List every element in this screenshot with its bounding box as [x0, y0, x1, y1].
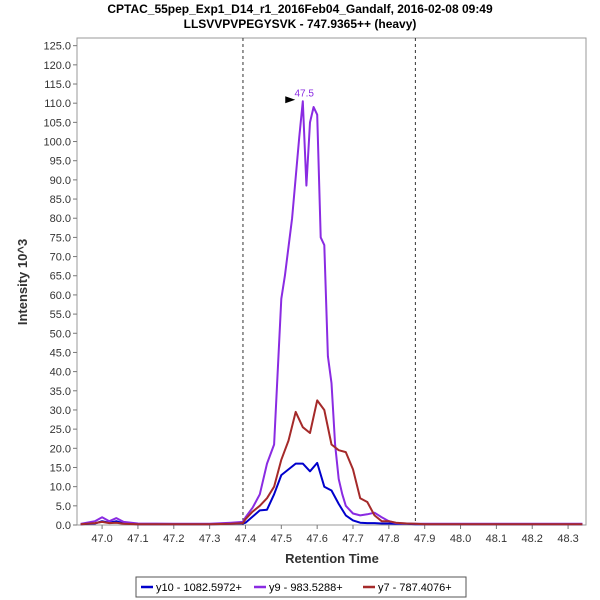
- y-tick-label: 90.0: [50, 175, 71, 187]
- x-tick-label: 48.2: [522, 533, 543, 545]
- x-tick-label: 48.3: [557, 533, 578, 545]
- chart-subtitle: LLSVVPVPEGYSVK - 747.9365++ (heavy): [184, 17, 417, 31]
- legend-entry-label: y9 - 983.5288+: [269, 582, 343, 594]
- peak-annotation: 47.5: [285, 88, 315, 104]
- y-axis-label: Intensity 10^3: [15, 239, 30, 325]
- y-tick-label: 50.0: [50, 328, 71, 340]
- y-tick-label: 110.0: [44, 98, 71, 110]
- y-tick-label: 60.0: [50, 290, 71, 302]
- y-tick-label: 120.0: [43, 60, 71, 72]
- x-tick-label: 47.2: [163, 533, 184, 545]
- peak-label: 47.5: [295, 88, 315, 99]
- x-tick-label: 47.0: [91, 533, 112, 545]
- y-tick-label: 80.0: [50, 213, 71, 225]
- y-tick-label: 105.0: [43, 117, 71, 129]
- x-tick-label: 48.1: [486, 533, 507, 545]
- y-tick-label: 95.0: [50, 156, 71, 168]
- x-tick-label: 47.8: [378, 533, 399, 545]
- x-tick-label: 47.3: [199, 533, 220, 545]
- y-tick-label: 85.0: [50, 194, 71, 206]
- legend: y10 - 1082.5972+ y9 - 983.5288+ y7 - 787.4…: [135, 576, 467, 598]
- x-axis: 47.0 47.1 47.2 47.3 47.4 47.5 47.6 47.7 47.8 47.9…: [91, 525, 579, 545]
- y-tick-label: 25.0: [50, 424, 71, 436]
- y-tick-label: 35.0: [50, 386, 71, 398]
- y-tick-label: 75.0: [50, 232, 71, 244]
- series-line-y7: [80, 399, 583, 526]
- y-tick-label: 115.0: [44, 79, 71, 91]
- plot-area: [76, 37, 587, 526]
- x-tick-label: 47.5: [271, 533, 292, 545]
- x-tick-label: 47.4: [235, 533, 256, 545]
- y-tick-label: 15.0: [50, 462, 71, 474]
- x-tick-label: 47.1: [127, 533, 148, 545]
- y-tick-label: 30.0: [50, 405, 71, 417]
- y-tick-label: 45.0: [50, 347, 71, 359]
- x-tick-label: 47.7: [342, 533, 363, 545]
- y-axis: 0.0 5.0 10.0 15.0 20.0 25.0 30.0 35.0 40.0 45.0 50…: [43, 41, 77, 532]
- series-group: [80, 100, 583, 526]
- x-tick-label: 47.6: [306, 533, 327, 545]
- x-axis-label: Retention Time: [285, 551, 379, 566]
- chart-title: CPTAC_55pep_Exp1_D14_r1_2016Feb04_Gandal…: [107, 2, 493, 16]
- legend-entry-label: y7 - 787.4076+: [378, 582, 452, 594]
- x-tick-label: 48.0: [450, 533, 471, 545]
- y-tick-label: 5.0: [56, 501, 71, 513]
- legend-entry-label: y10 - 1082.5972+: [156, 582, 242, 594]
- x-tick-label: 47.9: [414, 533, 435, 545]
- y-tick-label: 0.0: [56, 520, 71, 532]
- legend-box: [135, 576, 467, 598]
- peak-arrow-icon: [285, 96, 296, 104]
- y-tick-label: 125.0: [43, 41, 71, 53]
- y-tick-label: 100.0: [43, 137, 71, 149]
- y-tick-label: 55.0: [50, 309, 71, 321]
- y-tick-label: 10.0: [50, 482, 71, 494]
- y-tick-label: 65.0: [50, 271, 71, 283]
- y-tick-label: 70.0: [50, 252, 71, 264]
- y-tick-label: 40.0: [50, 367, 71, 379]
- y-tick-label: 20.0: [50, 443, 71, 455]
